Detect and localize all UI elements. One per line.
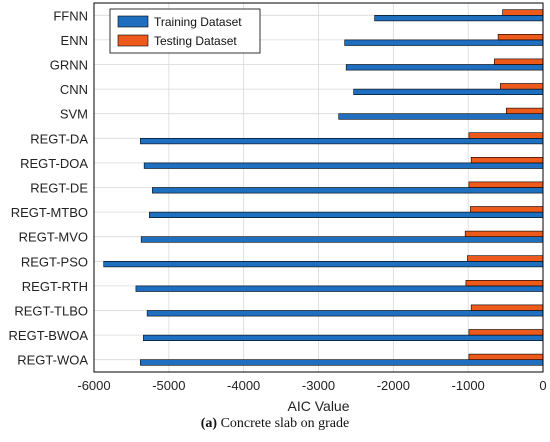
y-tick-label: REGT-DE: [30, 181, 88, 196]
x-tick-label: -1000: [452, 378, 485, 393]
training-bar: [140, 359, 544, 366]
x-tick-labels: -6000 -5000 -4000 -3000 -2000 -1000 0: [77, 378, 546, 393]
testing-bar: [468, 353, 544, 361]
training-bar: [149, 211, 544, 219]
caption-tag: (a): [200, 416, 218, 431]
figure-caption: (a) Concrete slab on grade: [0, 416, 550, 432]
training-bar: [345, 64, 544, 71]
training-bar: [103, 260, 544, 268]
training-bar: [146, 310, 544, 317]
legend: Training Dataset Testing Dataset: [109, 8, 261, 54]
x-tick-label: -5000: [152, 378, 185, 393]
y-tick-label: FFNN: [53, 8, 88, 23]
testing-bar: [497, 33, 544, 41]
y-tick-label: GRNN: [50, 58, 88, 73]
testing-bar: [470, 304, 544, 311]
x-tick-label: -4000: [227, 378, 260, 393]
training-bar: [135, 285, 544, 292]
training-bar: [140, 138, 544, 145]
testing-bar: [470, 206, 544, 213]
training-bar: [344, 39, 544, 46]
legend-label-training: Training Dataset: [154, 15, 242, 29]
training-bar: [152, 187, 544, 194]
testing-bar: [506, 107, 544, 114]
legend-label-testing: Testing Dataset: [154, 34, 237, 48]
testing-bar: [464, 230, 544, 238]
training-bar: [140, 236, 544, 243]
y-tick-labels: FFNN ENN GRNN CNN SVM REGT-DA REGT-DOA REGT-DE R…: [9, 8, 89, 367]
testing-bar: [465, 279, 544, 287]
y-tick-label: REGT-WOA: [17, 353, 88, 368]
legend-swatch-testing: [117, 34, 149, 47]
x-tick-label: -2000: [377, 378, 410, 393]
x-axis-title: AIC Value: [288, 398, 350, 414]
y-tick-label: SVM: [60, 107, 88, 122]
training-bar: [143, 162, 544, 169]
y-tick-label: REGT-DA: [30, 131, 88, 146]
plot-frame: [93, 2, 544, 373]
testing-bar: [467, 255, 544, 262]
y-tick-label: REGT-PSO: [21, 254, 88, 269]
y-tick-label: CNN: [60, 82, 88, 97]
chart: FFNN ENN GRNN CNN SVM REGT-DA REGT-DOA REGT-DE R…: [9, 2, 547, 414]
caption-text: Concrete slab on grade: [220, 416, 350, 431]
training-bar: [143, 334, 544, 342]
testing-bar: [468, 132, 544, 139]
y-tick-label: ENN: [61, 33, 88, 48]
testing-bar: [500, 83, 544, 90]
training-bar: [353, 88, 544, 95]
y-tick-label: REGT-BWOA: [9, 328, 89, 343]
testing-bar: [468, 329, 544, 336]
x-tick-label: -3000: [302, 378, 335, 393]
training-bar: [374, 15, 544, 22]
y-tick-label: REGT-TLBO: [14, 304, 88, 319]
testing-bar: [494, 58, 544, 65]
x-tick-label: -6000: [77, 378, 110, 393]
y-tick-label: REGT-MTBO: [11, 205, 88, 220]
y-tick-label: REGT-DOA: [20, 156, 88, 171]
legend-swatch-training: [117, 15, 149, 28]
y-tick-label: REGT-RTH: [22, 279, 88, 294]
testing-bar: [470, 157, 544, 164]
x-tick-label: 0: [539, 378, 546, 393]
training-bar: [338, 113, 544, 120]
testing-bar: [502, 9, 544, 16]
testing-bar: [468, 181, 544, 188]
bars: [103, 9, 544, 366]
y-tick-label: REGT-MVO: [19, 230, 88, 245]
